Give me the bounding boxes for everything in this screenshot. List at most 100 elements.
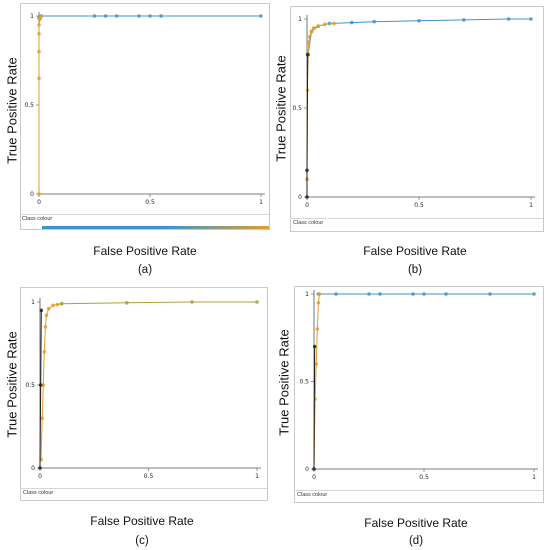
- x-tick-label: 0.5: [419, 474, 429, 481]
- roc-point: [313, 397, 317, 401]
- roc-point: [532, 292, 536, 296]
- roc-curve-1: [306, 23, 334, 180]
- roc-point: [148, 14, 152, 18]
- roc-point: [314, 362, 318, 366]
- roc-point: [488, 292, 492, 296]
- roc-point: [125, 301, 129, 305]
- x-tick-label: 0.5: [145, 199, 155, 206]
- x-tick-label: 0: [38, 473, 42, 480]
- y-axis-label-b: True Positive Rate: [273, 55, 289, 162]
- roc-point: [309, 29, 314, 34]
- plot-frame-c: 0 0.5 1 0 0.5 1: [20, 287, 268, 501]
- roc-point: [40, 416, 44, 420]
- y-tick-label: 0: [305, 466, 309, 473]
- y-tick-label: 0.5: [24, 102, 34, 109]
- roc-point: [315, 327, 320, 331]
- plot-frame-d: 0 0.5 1 0 0.5 1: [294, 286, 544, 503]
- roc-point: [529, 17, 533, 21]
- y-tick-label: 0: [30, 191, 34, 198]
- roc-point: [378, 292, 382, 296]
- roc-point: [350, 20, 354, 25]
- roc-point: [55, 302, 60, 307]
- panel-label-d: (d): [408, 535, 424, 547]
- roc-point: [372, 19, 376, 24]
- roc-point: [305, 168, 309, 173]
- roc-point: [137, 14, 141, 18]
- x-tick-label: 1: [259, 199, 263, 206]
- y-tick-label: 0.5: [292, 105, 302, 112]
- roc-point: [312, 344, 317, 349]
- roc-point: [103, 14, 108, 18]
- x-tick-label: 0: [305, 202, 309, 209]
- roc-curve-2: [313, 346, 316, 470]
- roc-plot-a: 0 0.5 1 0 0.5 1: [24, 12, 265, 206]
- roc-point: [38, 466, 42, 470]
- roc-point: [334, 292, 338, 296]
- roc-curve-0: [307, 18, 531, 55]
- x-tick-label: 0: [312, 474, 316, 481]
- roc-point: [114, 14, 119, 18]
- roc-point: [42, 350, 47, 354]
- y-tick-label: 0: [31, 465, 35, 472]
- roc-point: [411, 292, 415, 296]
- roc-point: [59, 301, 64, 306]
- roc-point: [422, 292, 426, 296]
- y-tick-label: 0.5: [299, 379, 309, 386]
- roc-point: [37, 76, 41, 81]
- class-colour-bar-a: [42, 226, 269, 229]
- x-tick-label: 1: [529, 202, 533, 209]
- legend-separator-b: [290, 218, 543, 219]
- class-colour-label-c: Class colour: [23, 490, 54, 496]
- x-tick-label: 1: [532, 474, 536, 481]
- roc-point: [37, 49, 41, 54]
- roc-point: [190, 300, 194, 304]
- y-axis-label-a: True Positive Rate: [4, 57, 20, 164]
- y-tick-label: 0.5: [25, 382, 35, 389]
- roc-point: [38, 383, 43, 387]
- y-tick-label: 1: [298, 16, 302, 23]
- roc-point: [37, 192, 41, 196]
- class-colour-label-d: Class colour: [297, 492, 328, 498]
- x-tick-label: 0.5: [144, 473, 154, 480]
- roc-point: [462, 18, 466, 22]
- legend-separator-d: [294, 490, 543, 491]
- roc-point: [92, 14, 97, 18]
- panel-label-a: (a): [137, 264, 153, 276]
- x-axis-label-c: False Positive Rate: [90, 514, 194, 528]
- panel-label-c: (c): [135, 535, 149, 547]
- roc-point: [255, 300, 259, 304]
- x-tick-label: 0.5: [414, 202, 424, 209]
- roc-point: [307, 35, 312, 39]
- roc-point: [444, 292, 448, 296]
- roc-point: [37, 32, 41, 36]
- x-tick-label: 1: [255, 473, 259, 480]
- x-tick-label: 0: [37, 199, 41, 206]
- roc-plot-c: 0 0.5 1 0 0.5 1: [25, 298, 261, 480]
- roc-curve-1: [61, 301, 257, 305]
- roc-point: [317, 292, 322, 296]
- roc-point: [305, 52, 310, 57]
- y-axis-label-d: True Positive Rate: [276, 329, 292, 436]
- roc-plot-b: 0 0.5 1 0 0.5 1: [292, 15, 535, 209]
- roc-point: [506, 17, 511, 21]
- y-tick-label: 0: [298, 194, 302, 201]
- roc-point: [316, 300, 321, 305]
- roc-curve-0: [40, 303, 62, 460]
- class-colour-label-a: Class colour: [22, 216, 53, 222]
- y-tick-label: 1: [31, 299, 35, 306]
- roc-point: [41, 383, 46, 387]
- y-tick-label: 1: [305, 291, 309, 298]
- roc-point: [305, 195, 309, 199]
- roc-point: [311, 26, 316, 30]
- roc-point: [44, 313, 49, 318]
- legend-separator-c: [20, 488, 267, 489]
- x-axis-label-b: False Positive Rate: [363, 244, 467, 258]
- plot-frame-b: 0 0.5 1 0 0.5 1: [290, 6, 544, 232]
- roc-point: [159, 14, 163, 18]
- roc-point: [312, 467, 316, 471]
- legend-separator-a: [20, 214, 269, 215]
- roc-point: [51, 303, 55, 308]
- roc-plot-d: 0 0.5 1 0 0.5 1: [299, 290, 538, 481]
- roc-curve-2: [306, 54, 309, 197]
- plot-frame-a: 0 0.5 1 0 0.5 1: [20, 3, 270, 230]
